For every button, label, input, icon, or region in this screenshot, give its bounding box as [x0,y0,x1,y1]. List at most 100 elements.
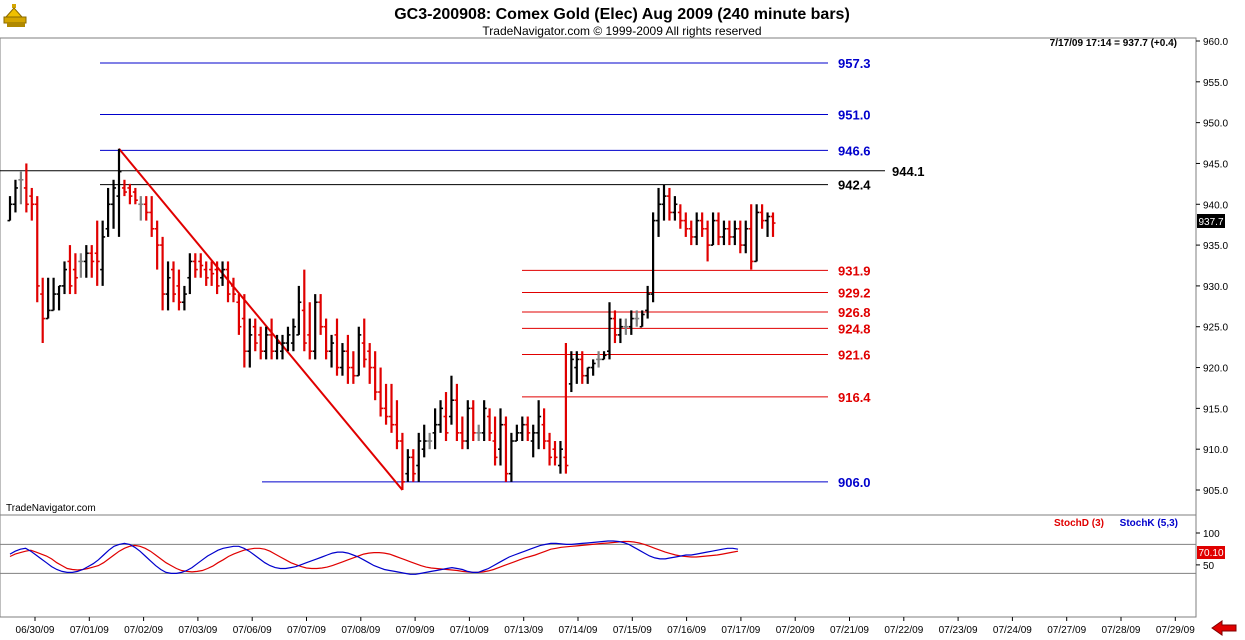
price-bar [383,383,389,425]
price-bar [421,424,427,458]
date-tick-label: 07/15/09 [613,625,652,636]
price-tick-label: 955.0 [1203,78,1228,89]
price-bar [405,449,411,482]
date-tick-label: 07/21/09 [830,625,869,636]
price-tick-label: 930.0 [1203,282,1228,293]
price-bar [737,220,743,254]
price-bar [410,449,416,482]
price-bar [732,220,738,246]
price-bar [492,416,498,466]
price-bar [100,220,106,286]
price-tick-label: 940.0 [1203,200,1228,211]
price-bar [214,261,220,295]
level-label: 924.8 [838,321,871,336]
price-bar [367,343,373,384]
price-bar [394,400,400,450]
date-tick-label: 07/02/09 [124,625,163,636]
price-bar [623,318,629,335]
date-tick-label: 07/24/09 [993,625,1032,636]
price-bar [601,351,607,361]
level-label: 921.6 [838,347,871,362]
level-label: 944.1 [892,164,925,179]
price-bar [192,253,198,278]
price-bar [62,261,67,295]
price-bar [459,416,465,450]
price-tick-label: 910.0 [1203,445,1228,456]
stoch-k-legend: StochK (5,3) [1120,518,1178,529]
stoch-k-line [9,540,739,575]
date-tick-label: 07/06/09 [233,625,272,636]
price-bar [225,261,231,303]
scroll-left-button[interactable] [1208,620,1238,636]
price-bar [94,220,100,286]
date-tick-label: 07/14/09 [559,625,598,636]
price-bar [579,351,585,384]
price-bar [23,163,29,213]
price-tick-label: 960.0 [1203,37,1228,48]
price-bar [710,212,716,246]
price-bar [563,343,569,474]
price-bar [743,220,749,254]
price-bar [356,326,362,377]
price-bar [432,408,438,450]
date-tick-label: 06/30/09 [16,625,55,636]
price-bar [590,359,596,376]
price-bar [285,326,291,352]
price-bar [83,245,89,278]
price-bar [514,424,520,442]
price-bar [438,400,444,433]
price-bar [427,432,433,450]
price-bar [12,179,18,213]
price-bar [372,351,378,401]
price-axis: 905.0 910.0 915.0 920.0 925.0 930.0 935.0 940.0… [1196,37,1228,497]
price-bar [269,318,275,360]
price-bar [203,261,209,286]
price-bar [258,326,264,360]
price-bar [280,334,285,360]
price-bar [160,236,166,311]
price-bar [448,375,454,425]
level-lines: 957.3 951.0 946.6 944.1 942.4 931.9 929.2 926.8… [0,56,925,490]
price-bar [198,253,204,278]
price-bar [29,187,35,221]
price-bar [552,441,558,466]
price-bar [176,269,182,311]
date-tick-label: 07/13/09 [504,625,543,636]
chart-subtitle: TradeNavigator.com © 1999-2009 All right… [482,24,761,38]
price-bar [672,196,678,221]
stoch-d-legend: StochD (3) [1054,518,1104,529]
date-tick-label: 07/07/09 [287,625,326,636]
price-bar [339,343,345,376]
date-tick-label: 07/17/09 [721,625,760,636]
price-bar [765,212,771,237]
price-bar [334,318,340,376]
date-tick-label: 07/29/09 [1156,625,1195,636]
price-bar [312,294,318,360]
price-bar [241,294,247,368]
price-bar [329,334,335,368]
price-bar [45,277,51,320]
price-bar [677,204,683,229]
chart-title: GC3-200908: Comex Gold (Elec) Aug 2009 (… [394,6,850,23]
price-bar [699,212,705,237]
price-bar [525,416,531,442]
price-bar [296,285,302,336]
level-label: 926.8 [838,305,871,320]
price-bar [149,196,155,237]
price-bar [378,367,384,417]
price-bar [574,351,580,384]
price-bar [154,220,160,270]
price-bar [656,187,662,237]
price-bar [138,196,144,221]
stoch-tick-label: 50 [1203,561,1215,572]
price-bar [596,351,602,368]
trendline [118,148,404,491]
price-bar [716,212,721,246]
price-bar [127,183,133,205]
date-tick-label: 07/27/09 [1047,625,1086,636]
price-bar [645,285,651,319]
price-bar [487,408,493,442]
price-bar [263,326,269,360]
price-bar [187,253,193,295]
